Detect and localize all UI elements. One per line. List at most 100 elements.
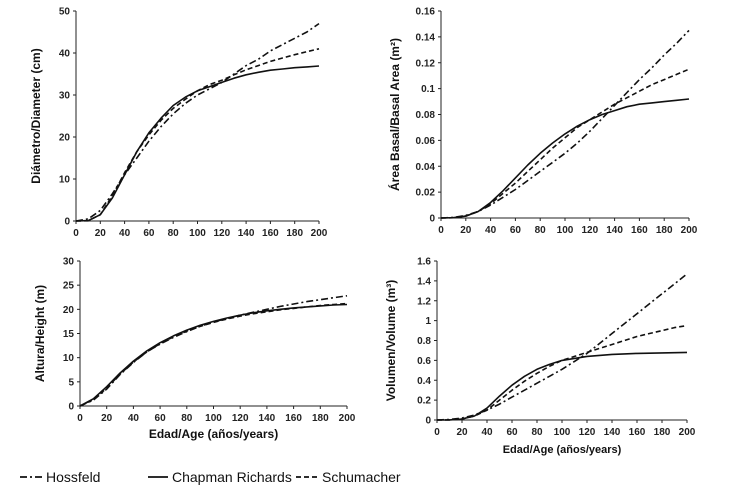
series-line-schumacher xyxy=(75,48,320,222)
y-tick-label: 30 xyxy=(59,91,71,102)
legend: Hossfeld Chapman Richards Schumacher xyxy=(20,469,401,485)
y-tick-label: 1.4 xyxy=(417,276,431,287)
y-tick-label: 0 xyxy=(425,416,431,427)
series-line-schumacher xyxy=(440,68,690,219)
y-tick-label: 1.2 xyxy=(417,296,431,307)
series-line-chapman-richards xyxy=(79,303,348,407)
x-tick-label: 120 xyxy=(213,228,230,239)
x-axis-label: Edad/Age (años/years) xyxy=(503,444,622,456)
x-tick-label: 100 xyxy=(557,225,574,236)
x-tick-label: 0 xyxy=(73,228,79,239)
x-axis-label: Edad/Age (años/years) xyxy=(149,427,278,441)
chart-panel-1: 0 20 40 60 80 100 120 140 160 180 200 0 10 20 30 40 50 Di… xyxy=(29,7,328,240)
y-axis-label: Altura/Height (m) xyxy=(33,285,47,382)
x-tick-label: 20 xyxy=(95,228,107,239)
x-tick-label: 200 xyxy=(681,225,698,236)
x-tick-label: 100 xyxy=(189,228,206,239)
series-line-schumacher xyxy=(436,324,688,421)
y-tick-label: 30 xyxy=(63,257,75,268)
x-tick-label: 80 xyxy=(531,427,543,438)
y-tick-label: 20 xyxy=(59,133,71,144)
y-tick-label: 0 xyxy=(68,402,74,413)
x-tick-label: 20 xyxy=(460,225,472,236)
x-tick-label: 180 xyxy=(312,413,329,424)
x-tick-label: 20 xyxy=(456,427,468,438)
x-tick-label: 180 xyxy=(654,427,671,438)
series-line-schumacher xyxy=(79,302,348,407)
x-tick-label: 0 xyxy=(438,225,444,236)
y-tick-label: 25 xyxy=(63,281,75,292)
x-tick-label: 120 xyxy=(579,427,596,438)
y-tick-label: 1.6 xyxy=(417,257,431,268)
y-tick-label: 0.6 xyxy=(417,356,431,367)
y-tick-label: 0.14 xyxy=(416,32,436,43)
series-line-hossfeld xyxy=(75,22,320,222)
y-tick-label: 0.1 xyxy=(421,84,435,95)
chart-panel-4: 0 20 40 60 80 100 120 140 160 180 200 0 0.2 0.4 0.6 0.8… xyxy=(384,257,696,457)
y-tick-label: 40 xyxy=(59,49,71,60)
x-tick-label: 140 xyxy=(604,427,621,438)
series-line-chapman-richards xyxy=(436,351,688,421)
series-line-hossfeld xyxy=(436,273,688,421)
series-line-hossfeld xyxy=(440,29,690,219)
x-tick-label: 120 xyxy=(232,413,249,424)
x-tick-label: 140 xyxy=(259,413,276,424)
x-tick-label: 100 xyxy=(205,413,222,424)
x-tick-label: 180 xyxy=(656,225,673,236)
x-tick-label: 160 xyxy=(285,413,302,424)
y-tick-label: 10 xyxy=(63,353,75,364)
x-tick-label: 80 xyxy=(181,413,193,424)
y-tick-label: 1 xyxy=(425,316,431,327)
x-tick-label: 140 xyxy=(606,225,623,236)
y-tick-label: 20 xyxy=(63,305,75,316)
x-tick-label: 100 xyxy=(554,427,571,438)
y-axis-label: Volumen/Volume (m³) xyxy=(384,280,398,402)
x-tick-label: 40 xyxy=(128,413,140,424)
x-tick-label: 40 xyxy=(119,228,131,239)
x-tick-label: 60 xyxy=(506,427,518,438)
y-tick-label: 0.4 xyxy=(417,376,431,387)
x-tick-label: 160 xyxy=(262,228,279,239)
chart-panel-2: 0 20 40 60 80 100 120 140 160 180 200 0 0.02 0.04 0.06… xyxy=(387,7,698,237)
y-tick-label: 0.16 xyxy=(416,7,436,18)
x-tick-label: 160 xyxy=(629,427,646,438)
x-tick-label: 80 xyxy=(168,228,180,239)
x-tick-label: 200 xyxy=(679,427,696,438)
y-tick-label: 0.12 xyxy=(416,58,436,69)
y-axis-label: Diámetro/Diameter (cm) xyxy=(29,48,43,183)
x-tick-label: 40 xyxy=(485,225,497,236)
y-tick-label: 0.04 xyxy=(416,162,436,173)
x-tick-label: 0 xyxy=(77,413,83,424)
x-tick-label: 60 xyxy=(155,413,167,424)
x-tick-label: 180 xyxy=(286,228,303,239)
x-tick-label: 0 xyxy=(434,427,440,438)
x-tick-label: 200 xyxy=(339,413,356,424)
y-tick-label: 15 xyxy=(63,329,75,340)
x-tick-label: 80 xyxy=(535,225,547,236)
y-tick-label: 0.2 xyxy=(417,396,431,407)
x-tick-label: 160 xyxy=(631,225,648,236)
y-tick-label: 0.8 xyxy=(417,336,431,347)
y-axis-label: Área Basal/Basal Area (m²) xyxy=(387,38,402,191)
x-tick-label: 60 xyxy=(510,225,522,236)
x-tick-label: 40 xyxy=(481,427,493,438)
series-line-chapman-richards xyxy=(440,98,690,219)
chart-panel-3: 0 20 40 60 80 100 120 140 160 180 200 0 5 10 15 20 25 30 A… xyxy=(33,257,356,442)
y-tick-label: 0.02 xyxy=(416,188,436,199)
x-tick-label: 200 xyxy=(311,228,328,239)
legend-label-hossfeld: Hossfeld xyxy=(46,469,100,485)
x-tick-label: 120 xyxy=(581,225,598,236)
x-tick-label: 60 xyxy=(143,228,155,239)
x-tick-label: 140 xyxy=(238,228,255,239)
series-line-hossfeld xyxy=(79,295,348,407)
y-tick-label: 0.06 xyxy=(416,136,436,147)
y-tick-label: 0 xyxy=(429,214,435,225)
legend-label-schumacher: Schumacher xyxy=(322,469,401,485)
x-tick-label: 20 xyxy=(101,413,113,424)
y-tick-label: 0.08 xyxy=(416,110,436,121)
legend-label-chapman-richards: Chapman Richards xyxy=(172,469,292,485)
series-line-chapman-richards xyxy=(75,65,320,222)
y-tick-label: 5 xyxy=(68,377,74,388)
y-tick-label: 0 xyxy=(64,217,70,228)
